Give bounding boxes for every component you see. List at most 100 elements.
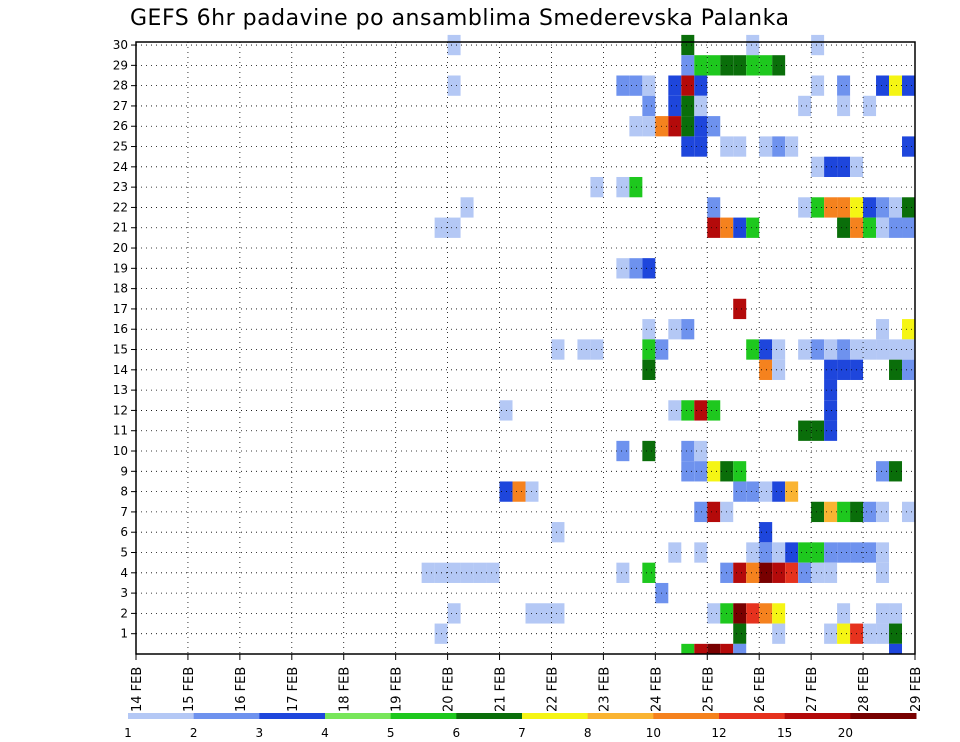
heatmap-cell bbox=[642, 116, 656, 137]
heatmap-cell bbox=[876, 75, 890, 96]
y-tick-label: 2 bbox=[120, 606, 128, 620]
heatmap-cell bbox=[707, 643, 721, 654]
heatmap-cell bbox=[733, 55, 747, 76]
x-tick-label: 17 FEB bbox=[286, 667, 301, 712]
heatmap-cell bbox=[616, 75, 630, 96]
heatmap-cell bbox=[642, 359, 656, 380]
heatmap-cell bbox=[811, 75, 825, 96]
heatmap-cell bbox=[902, 75, 915, 96]
heatmap-cell bbox=[863, 542, 877, 563]
heatmap-cell bbox=[707, 55, 721, 76]
x-tick-label: 21 FEB bbox=[494, 667, 509, 712]
heatmap-cell bbox=[460, 562, 474, 583]
heatmap-cell bbox=[772, 359, 786, 380]
heatmap-cell bbox=[772, 339, 786, 360]
y-tick-label: 22 bbox=[113, 200, 128, 214]
colorbar-swatch bbox=[522, 713, 589, 719]
heatmap-cell bbox=[694, 55, 708, 76]
heatmap-cell bbox=[746, 339, 760, 360]
colorbar-label: 1 bbox=[124, 726, 132, 740]
heatmap-cell bbox=[733, 461, 747, 482]
heatmap-cell bbox=[824, 197, 838, 218]
heatmap-cell bbox=[759, 481, 773, 502]
heatmap-cell bbox=[616, 258, 630, 279]
heatmap-cell bbox=[863, 217, 877, 238]
x-tick-label: 23 FEB bbox=[597, 667, 612, 712]
colorbar-label: 8 bbox=[584, 726, 592, 740]
heatmap-cell bbox=[863, 197, 877, 218]
heatmap-cell bbox=[837, 95, 851, 117]
heatmap-cell bbox=[876, 461, 890, 482]
y-tick-label: 9 bbox=[120, 464, 128, 478]
heatmap-cell bbox=[798, 542, 812, 563]
heatmap-cell bbox=[681, 643, 695, 654]
heatmap-cell bbox=[447, 217, 461, 238]
heatmap-cell bbox=[889, 603, 903, 624]
heatmap-cell bbox=[733, 562, 747, 583]
heatmap-cell bbox=[694, 116, 708, 137]
heatmap-cell bbox=[811, 34, 825, 56]
heatmap-cell bbox=[876, 501, 890, 523]
heatmap-cell bbox=[824, 359, 838, 380]
colorbar-swatch bbox=[587, 713, 654, 719]
y-tick-label: 11 bbox=[113, 424, 128, 438]
heatmap-cell bbox=[668, 319, 682, 340]
x-axis: 14 FEB 15 FEB 16 FEB 17 FEB 18 FEB 19 FEB 20 F… bbox=[130, 654, 924, 712]
heatmap-cell bbox=[837, 156, 851, 177]
plot-frame bbox=[135, 41, 916, 655]
heatmap-cell bbox=[694, 440, 708, 462]
heatmap-cell bbox=[551, 603, 565, 624]
heatmap-cell bbox=[746, 562, 760, 583]
heatmap-cell bbox=[876, 217, 890, 238]
heatmap-cell bbox=[681, 55, 695, 76]
heatmap-cell bbox=[447, 75, 461, 96]
x-tick-label: 19 FEB bbox=[390, 667, 405, 712]
heatmap-cell bbox=[642, 339, 656, 360]
heatmap-cell bbox=[707, 461, 721, 482]
colorbar-swatch bbox=[193, 713, 260, 719]
heatmap-cell bbox=[824, 623, 838, 644]
x-tick-label: 27 FEB bbox=[805, 667, 820, 712]
x-tick-label: 26 FEB bbox=[753, 667, 768, 712]
heatmap-cell bbox=[824, 501, 838, 523]
colorbar-label: 3 bbox=[256, 726, 264, 740]
heatmap-cell bbox=[837, 542, 851, 563]
y-tick-label: 5 bbox=[120, 546, 128, 560]
heatmap-cell bbox=[694, 643, 708, 654]
heatmap-cell bbox=[798, 95, 812, 117]
heatmap-cell bbox=[733, 136, 747, 157]
heatmap-cell bbox=[759, 55, 773, 76]
heatmap-cell bbox=[681, 34, 695, 56]
heatmap-cell bbox=[772, 481, 786, 502]
heatmap-cell bbox=[837, 75, 851, 96]
heatmap-cell bbox=[889, 339, 903, 360]
heatmap-cell bbox=[876, 623, 890, 644]
y-tick-label: 13 bbox=[113, 383, 128, 397]
heatmap-cell bbox=[837, 217, 851, 238]
y-tick-label: 17 bbox=[113, 302, 128, 316]
heatmap-cell bbox=[824, 420, 838, 441]
heatmap-cell bbox=[876, 562, 890, 583]
x-tick-label: 18 FEB bbox=[338, 667, 353, 712]
heatmap-cell bbox=[421, 562, 435, 583]
heatmap-cell bbox=[811, 156, 825, 177]
heatmap-cell bbox=[629, 176, 643, 198]
colorbar-label: 20 bbox=[838, 726, 853, 740]
heatmap-cell bbox=[642, 562, 656, 583]
heatmap-cell bbox=[681, 440, 695, 462]
heatmap-cell bbox=[759, 136, 773, 157]
colorbar-swatch bbox=[653, 713, 720, 719]
heatmap-cell bbox=[707, 217, 721, 238]
heatmap-cell bbox=[629, 116, 643, 137]
heatmap-cell bbox=[772, 603, 786, 624]
heatmap-cell bbox=[772, 55, 786, 76]
heatmap-cell bbox=[447, 603, 461, 624]
heatmap-cell bbox=[889, 197, 903, 218]
y-tick-label: 16 bbox=[113, 322, 128, 336]
y-tick-label: 6 bbox=[120, 525, 128, 539]
heatmap-cell bbox=[668, 116, 682, 137]
heatmap-cell bbox=[707, 603, 721, 624]
x-tick-label: 28 FEB bbox=[857, 667, 872, 712]
heatmap-cell bbox=[486, 562, 500, 583]
